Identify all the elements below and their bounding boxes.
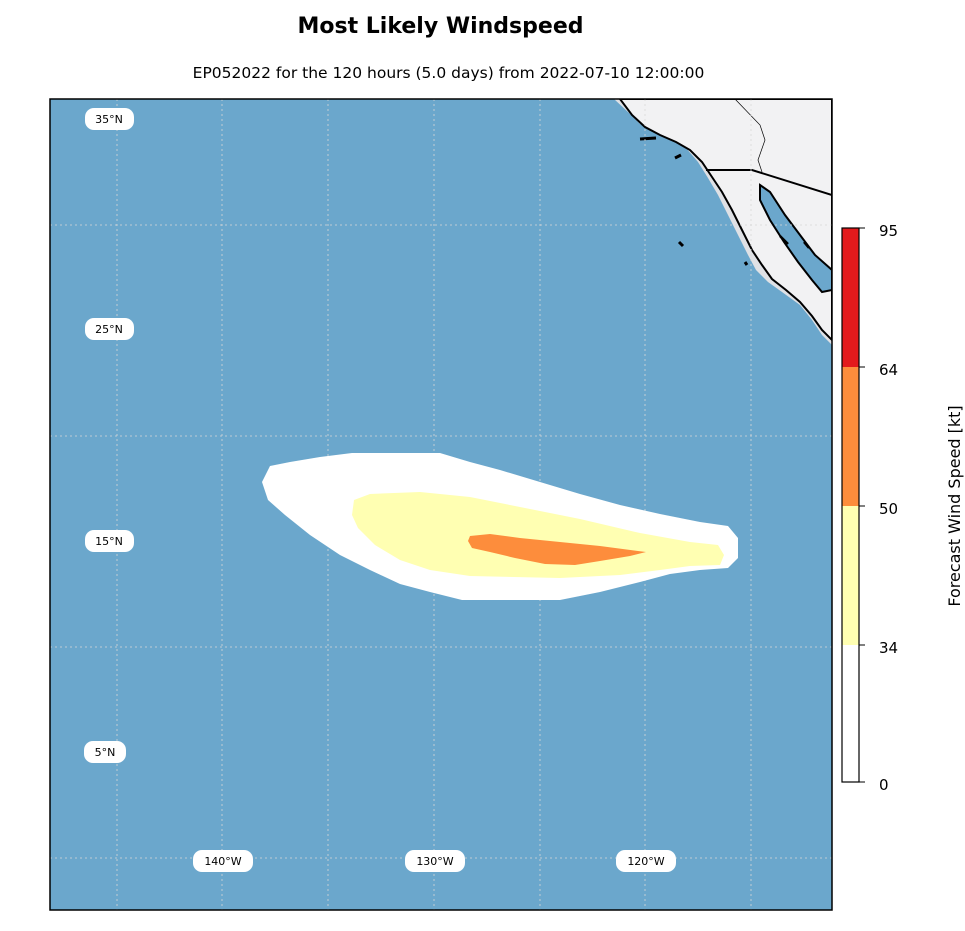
wind-swath <box>262 453 738 600</box>
lat-label-5n: 5°N <box>95 746 116 759</box>
lat-label-bg <box>85 530 134 552</box>
lon-label-bg <box>405 850 465 872</box>
colorbar-tick-0: 0 <box>879 776 889 794</box>
swath-34-50kt <box>352 492 724 578</box>
lat-labels: 35°N 25°N 15°N 5°N <box>84 108 134 763</box>
lat-label-bg <box>85 318 134 340</box>
colorbar-tick-34: 34 <box>879 639 898 657</box>
colorbar-bin-50-64 <box>842 367 859 506</box>
lon-label-140w: 140°W <box>204 855 241 868</box>
colorbar-bin-34-50 <box>842 506 859 645</box>
colorbar-tick-95: 95 <box>879 222 898 240</box>
lon-label-120w: 120°W <box>627 855 664 868</box>
gridlines <box>50 99 832 910</box>
colorbar-tick-64: 64 <box>879 361 898 379</box>
lat-label-bg <box>85 108 134 130</box>
colorbar-label: Forecast Wind Speed [kt] <box>945 405 964 606</box>
colorbar: 0 34 50 64 95 Forecast Wind Speed [kt] <box>841 222 964 794</box>
lat-label-bg <box>84 741 126 763</box>
lon-labels: 140°W 130°W 120°W <box>193 850 676 872</box>
lat-label-25n: 25°N <box>95 323 123 336</box>
chart-subtitle: EP052022 for the 120 hours (5.0 days) fr… <box>192 64 705 82</box>
lat-label-35n: 35°N <box>95 113 123 126</box>
colorbar-tick-50: 50 <box>879 500 898 518</box>
colorbar-bin-0-34 <box>842 645 859 782</box>
lon-label-bg <box>193 850 253 872</box>
lon-label-bg <box>616 850 676 872</box>
chart-title: Most Likely Windspeed <box>297 14 584 39</box>
colorbar-bin-64-95 <box>842 228 859 367</box>
lon-label-130w: 130°W <box>416 855 453 868</box>
lat-label-15n: 15°N <box>95 535 123 548</box>
colorbar-frame <box>841 227 860 783</box>
map-frame <box>49 98 833 911</box>
swath-50-64kt <box>468 534 646 565</box>
land-area <box>614 99 832 345</box>
